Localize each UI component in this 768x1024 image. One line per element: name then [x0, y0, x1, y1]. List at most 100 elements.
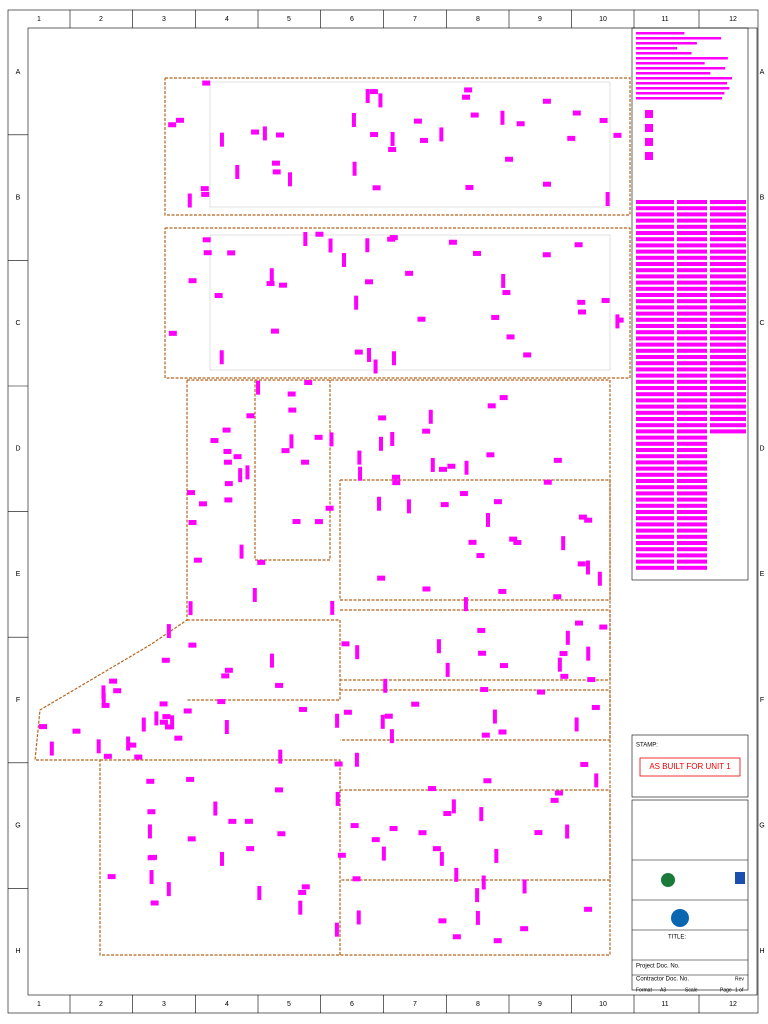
schedule-cell	[677, 330, 707, 335]
schedule-cell	[710, 410, 746, 415]
sprinkler-symbol	[411, 701, 420, 707]
schedule-cell	[710, 324, 746, 328]
note-line	[636, 57, 728, 60]
sprinkler-symbol	[447, 463, 456, 469]
column-label: 5	[287, 16, 291, 23]
sprinkler-symbol	[542, 181, 551, 187]
schedule-cell	[636, 342, 674, 347]
sprinkler-symbol	[39, 724, 48, 730]
sprinkler-symbol	[465, 184, 474, 190]
sprinkler-symbol	[341, 253, 346, 268]
schedule-cell	[710, 429, 746, 434]
sprinkler-symbol	[200, 186, 209, 192]
sprinkler-symbol	[96, 739, 101, 754]
sprinkler-symbol	[109, 678, 118, 684]
sprinkler-symbol	[559, 651, 568, 657]
sprinkler-symbol	[168, 330, 177, 336]
sprinkler-symbol	[188, 642, 197, 648]
row-label: F	[16, 697, 20, 704]
sprinkler-symbol	[330, 600, 335, 615]
sprinkler-symbol	[350, 823, 359, 829]
sprinkler-symbol	[413, 118, 422, 124]
sprinkler-symbol	[463, 597, 468, 612]
sprinkler-symbol	[101, 692, 106, 707]
title-frame	[631, 799, 749, 991]
sprinkler-symbol	[428, 409, 433, 424]
sprinkler-symbol	[370, 132, 379, 138]
schedule-cell	[677, 429, 707, 434]
sprinkler-symbol	[369, 89, 378, 95]
schedule-cell	[636, 404, 674, 409]
sprinkler-symbol	[274, 787, 283, 793]
schedule-cell	[677, 274, 707, 279]
sprinkler-symbol	[238, 468, 243, 483]
sprinkler-symbol	[380, 714, 385, 729]
stamp-frame	[631, 734, 749, 798]
sprinkler-symbol	[464, 87, 473, 93]
row-label: G	[759, 822, 764, 829]
sprinkler-symbol	[605, 192, 610, 207]
sprinkler-symbol	[379, 436, 384, 451]
row-label: E	[760, 571, 765, 578]
wall	[34, 379, 611, 956]
schedule-cell	[636, 367, 674, 372]
sprinkler-symbol	[304, 380, 313, 386]
sprinkler-symbol	[381, 846, 386, 861]
sprinkler-symbol	[289, 434, 294, 449]
sprinkler-symbol	[228, 818, 237, 824]
schedule-cell	[710, 255, 746, 260]
schedule-cell	[677, 485, 707, 490]
sprinkler-symbol	[335, 791, 340, 806]
note-line	[636, 47, 678, 50]
fire-protection-symbols	[39, 80, 624, 944]
schedule-cell	[677, 472, 707, 477]
sprinkler-symbol	[475, 888, 480, 903]
sprinkler-symbol	[223, 448, 232, 454]
note-line	[636, 32, 685, 35]
sprinkler-symbol	[103, 753, 112, 759]
sprinkler-symbol	[377, 496, 382, 511]
sprinkler-symbol	[147, 809, 156, 815]
column-label: 8	[476, 16, 480, 23]
sprinkler-symbol	[101, 685, 106, 700]
schedule-cell	[636, 460, 674, 465]
sprinkler-symbol	[256, 380, 261, 395]
schedule-cell	[677, 311, 707, 316]
sprinkler-symbol	[587, 677, 596, 683]
schedule-cell	[636, 212, 674, 217]
column-label: 2	[99, 16, 103, 23]
schedule-cell	[636, 559, 674, 564]
sprinkler-symbol	[187, 193, 192, 208]
column-label: 6	[350, 16, 354, 23]
sprinkler-symbol	[513, 539, 522, 545]
sprinkler-symbol	[479, 807, 484, 822]
sprinkler-symbol	[358, 466, 363, 481]
sprinkler-symbol	[298, 889, 307, 895]
sprinkler-symbol	[430, 457, 435, 472]
sprinkler-symbol	[187, 490, 196, 496]
schedule-cell	[677, 423, 707, 428]
sprinkler-symbol	[481, 732, 490, 738]
sprinkler-symbol	[452, 934, 461, 940]
sprinkler-symbol	[223, 459, 232, 465]
schedule-cell	[636, 373, 674, 378]
schedule-cell	[636, 255, 674, 260]
wall	[339, 479, 611, 601]
sprinkler-symbol	[113, 688, 122, 694]
wall	[164, 227, 631, 379]
sprinkler-symbol	[464, 460, 469, 475]
sprinkler-symbol	[357, 450, 362, 465]
schedule-cell	[677, 336, 707, 341]
schedule-cell	[710, 206, 746, 211]
note-line	[636, 52, 692, 55]
schedule-cell	[677, 516, 707, 521]
sprinkler-symbol	[585, 560, 590, 575]
note-line	[636, 82, 728, 85]
row-label: D	[15, 446, 20, 453]
note-line	[636, 67, 726, 70]
sprinkler-symbol	[485, 512, 490, 527]
sprinkler-symbol	[174, 735, 183, 741]
sprinkler-symbol	[214, 293, 223, 299]
sprinkler-symbol	[536, 689, 545, 695]
sprinkler-symbol	[553, 594, 562, 600]
